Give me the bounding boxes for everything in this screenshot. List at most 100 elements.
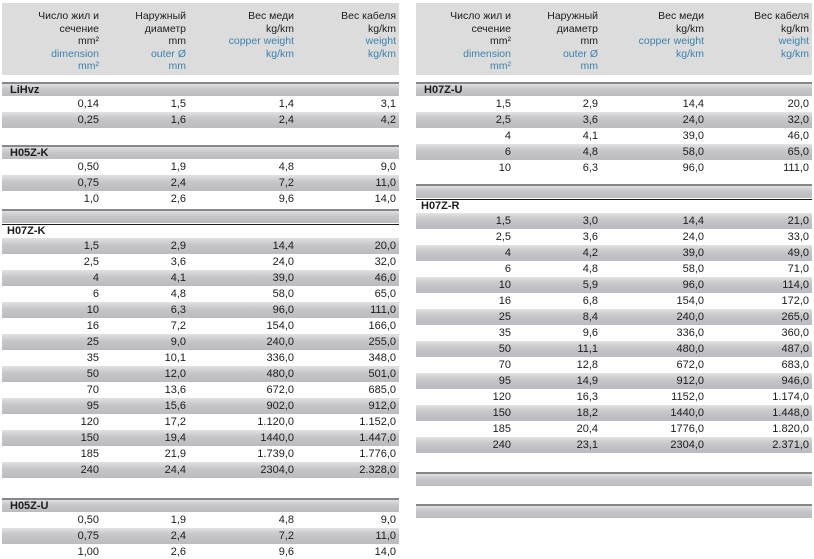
table-header: Число жил и сечение mm² dimension mm² Наружны… <box>416 3 812 75</box>
section-separator <box>416 472 812 486</box>
table-row: 95 14,9 912,0 946,0 <box>416 373 812 389</box>
cell-col4: 2.371,0 <box>772 439 809 451</box>
cell-col3: 9,6 <box>278 193 294 205</box>
table-row: 185 20,4 1776,0 1.820,0 <box>416 421 812 437</box>
cell-col4: 487,0 <box>781 343 809 355</box>
section-h05z-k: H05Z-K 0,50 1,9 4,8 9,0 0,75 2,4 7,2 11,0 1,0 2,6 9… <box>2 145 399 207</box>
cell-col2: 12,0 <box>164 368 186 380</box>
cell-col1: 6 <box>504 263 511 275</box>
cell-col1: 50 <box>86 368 99 380</box>
header-line-ru: диаметр <box>556 22 598 35</box>
table-row: 50 11,1 480,0 487,0 <box>416 341 812 357</box>
table-row: 35 9,6 336,0 360,0 <box>416 325 812 341</box>
header-line-en: mm² <box>78 60 99 72</box>
header-line-ru: Число жил и <box>450 10 511 22</box>
header-line-ru: mm² <box>490 35 511 47</box>
cell-col3: 2,4 <box>278 114 294 126</box>
cell-col1: 1,5 <box>495 98 511 110</box>
cell-col1: 0,14 <box>77 98 99 110</box>
table-row: 120 16,3 1152,0 1.174,0 <box>416 389 812 405</box>
table-row: 70 12,8 672,0 683,0 <box>416 357 812 373</box>
table-row: 35 10,1 336,0 348,0 <box>2 350 399 366</box>
cell-col4: 9,0 <box>380 514 396 526</box>
section-h07z-k: H07Z-K 1,5 2,9 14,4 20,0 2,5 3,6 24,0 32,0 4 4,1 39… <box>2 209 399 478</box>
section-separator-bar <box>2 209 399 223</box>
section-title: H07Z-K <box>2 224 399 238</box>
table-row: 1,5 3,0 14,4 21,0 <box>416 213 812 229</box>
cell-col3: 480,0 <box>676 343 704 355</box>
cell-col2: 19,4 <box>164 432 186 444</box>
cell-col4: 1.447,0 <box>359 432 396 444</box>
section-title-bar: H07Z-U <box>416 82 812 96</box>
cell-col2: 14,9 <box>576 375 598 387</box>
cell-col2: 6,3 <box>170 304 186 316</box>
cell-col3: 4,8 <box>278 514 294 526</box>
header-line-en: kg/km <box>265 47 294 60</box>
cell-col4: 1.448,0 <box>772 407 809 419</box>
empty-bar <box>416 472 812 486</box>
cell-col4: 11,0 <box>375 177 396 189</box>
section-h07z-u: H07Z-U 1,5 2,9 14,4 20,0 2,5 3,6 24,0 32,0 4 4,1 39… <box>416 82 812 176</box>
header-line-en: dimension <box>463 47 511 60</box>
section-title-bar: H05Z-K <box>2 145 399 159</box>
cell-col2: 17,2 <box>164 416 186 428</box>
cell-col1: 120 <box>492 391 511 403</box>
cell-col2: 16,3 <box>576 391 598 403</box>
cell-col3: 24,0 <box>272 256 294 268</box>
cell-col4: 2.328,0 <box>359 464 396 476</box>
cell-col4: 46,0 <box>374 272 396 284</box>
cell-col3: 672,0 <box>266 384 294 396</box>
table-row: 4 4,2 39,0 49,0 <box>416 245 812 261</box>
header-line-ru: Вес меди <box>248 10 294 22</box>
header-line-en: copper weight <box>228 35 294 47</box>
cell-col4: 14,0 <box>374 546 396 558</box>
table-row: 240 23,1 2304,0 2.371,0 <box>416 437 812 453</box>
section-title-bar: H05Z-U <box>2 498 399 512</box>
header-line-ru: Вес кабеля <box>341 10 396 22</box>
table-header-column-1: Число жил и сечение mm² dimension mm² <box>416 10 514 75</box>
cell-col2: 12,8 <box>576 359 598 371</box>
cell-col2: 21,9 <box>164 448 186 460</box>
cell-col1: 0,50 <box>77 514 99 526</box>
cell-col4: 946,0 <box>781 375 809 387</box>
cell-col4: 71,0 <box>787 263 809 275</box>
cell-col1: 50 <box>498 343 511 355</box>
cell-col4: 9,0 <box>380 161 396 173</box>
cell-col2: 24,4 <box>164 464 186 476</box>
cell-col3: 902,0 <box>266 400 294 412</box>
table-row: 6 4,8 58,0 65,0 <box>2 286 399 302</box>
section-title-bar: LiHvz <box>2 82 399 96</box>
cell-col2: 15,6 <box>164 400 186 412</box>
section-h07z-r: H07Z-R 1,5 3,0 14,4 21,0 2,5 3,6 24,0 33,0 4 4,2 39… <box>416 184 812 453</box>
cell-col3: 240,0 <box>676 311 704 323</box>
cell-col1: 150 <box>80 432 99 444</box>
cell-col1: 16 <box>86 320 99 332</box>
cell-col1: 4 <box>504 130 511 142</box>
header-line-ru: kg/km <box>367 22 396 35</box>
cell-col1: 1,0 <box>83 193 99 205</box>
header-line-en: mm <box>168 60 187 72</box>
cell-col1: 70 <box>498 359 511 371</box>
table-row: 0,50 1,9 4,8 9,0 <box>2 159 399 175</box>
cell-col3: 58,0 <box>682 146 704 158</box>
table-row: 185 21,9 1.739,0 1.776,0 <box>2 446 399 462</box>
cell-col4: 32,0 <box>374 256 396 268</box>
cell-col1: 6 <box>92 288 99 300</box>
cell-col1: 35 <box>498 327 511 339</box>
header-line-en: dimension <box>51 47 99 60</box>
cell-col2: 3,6 <box>170 256 186 268</box>
cell-col2: 1,6 <box>170 114 186 126</box>
cell-col4: 1.776,0 <box>359 448 396 460</box>
cell-col3: 96,0 <box>272 304 294 316</box>
table-row: 0,25 1,6 2,4 4,2 <box>2 112 399 128</box>
cell-col3: 14,4 <box>272 240 294 252</box>
cell-col4: 3,1 <box>380 98 396 110</box>
cell-col1: 150 <box>492 407 511 419</box>
cell-col2: 2,6 <box>170 193 186 205</box>
table-row: 16 7,2 154,0 166,0 <box>2 318 399 334</box>
cell-col4: 4,2 <box>380 114 396 126</box>
cell-col2: 9,6 <box>582 327 598 339</box>
